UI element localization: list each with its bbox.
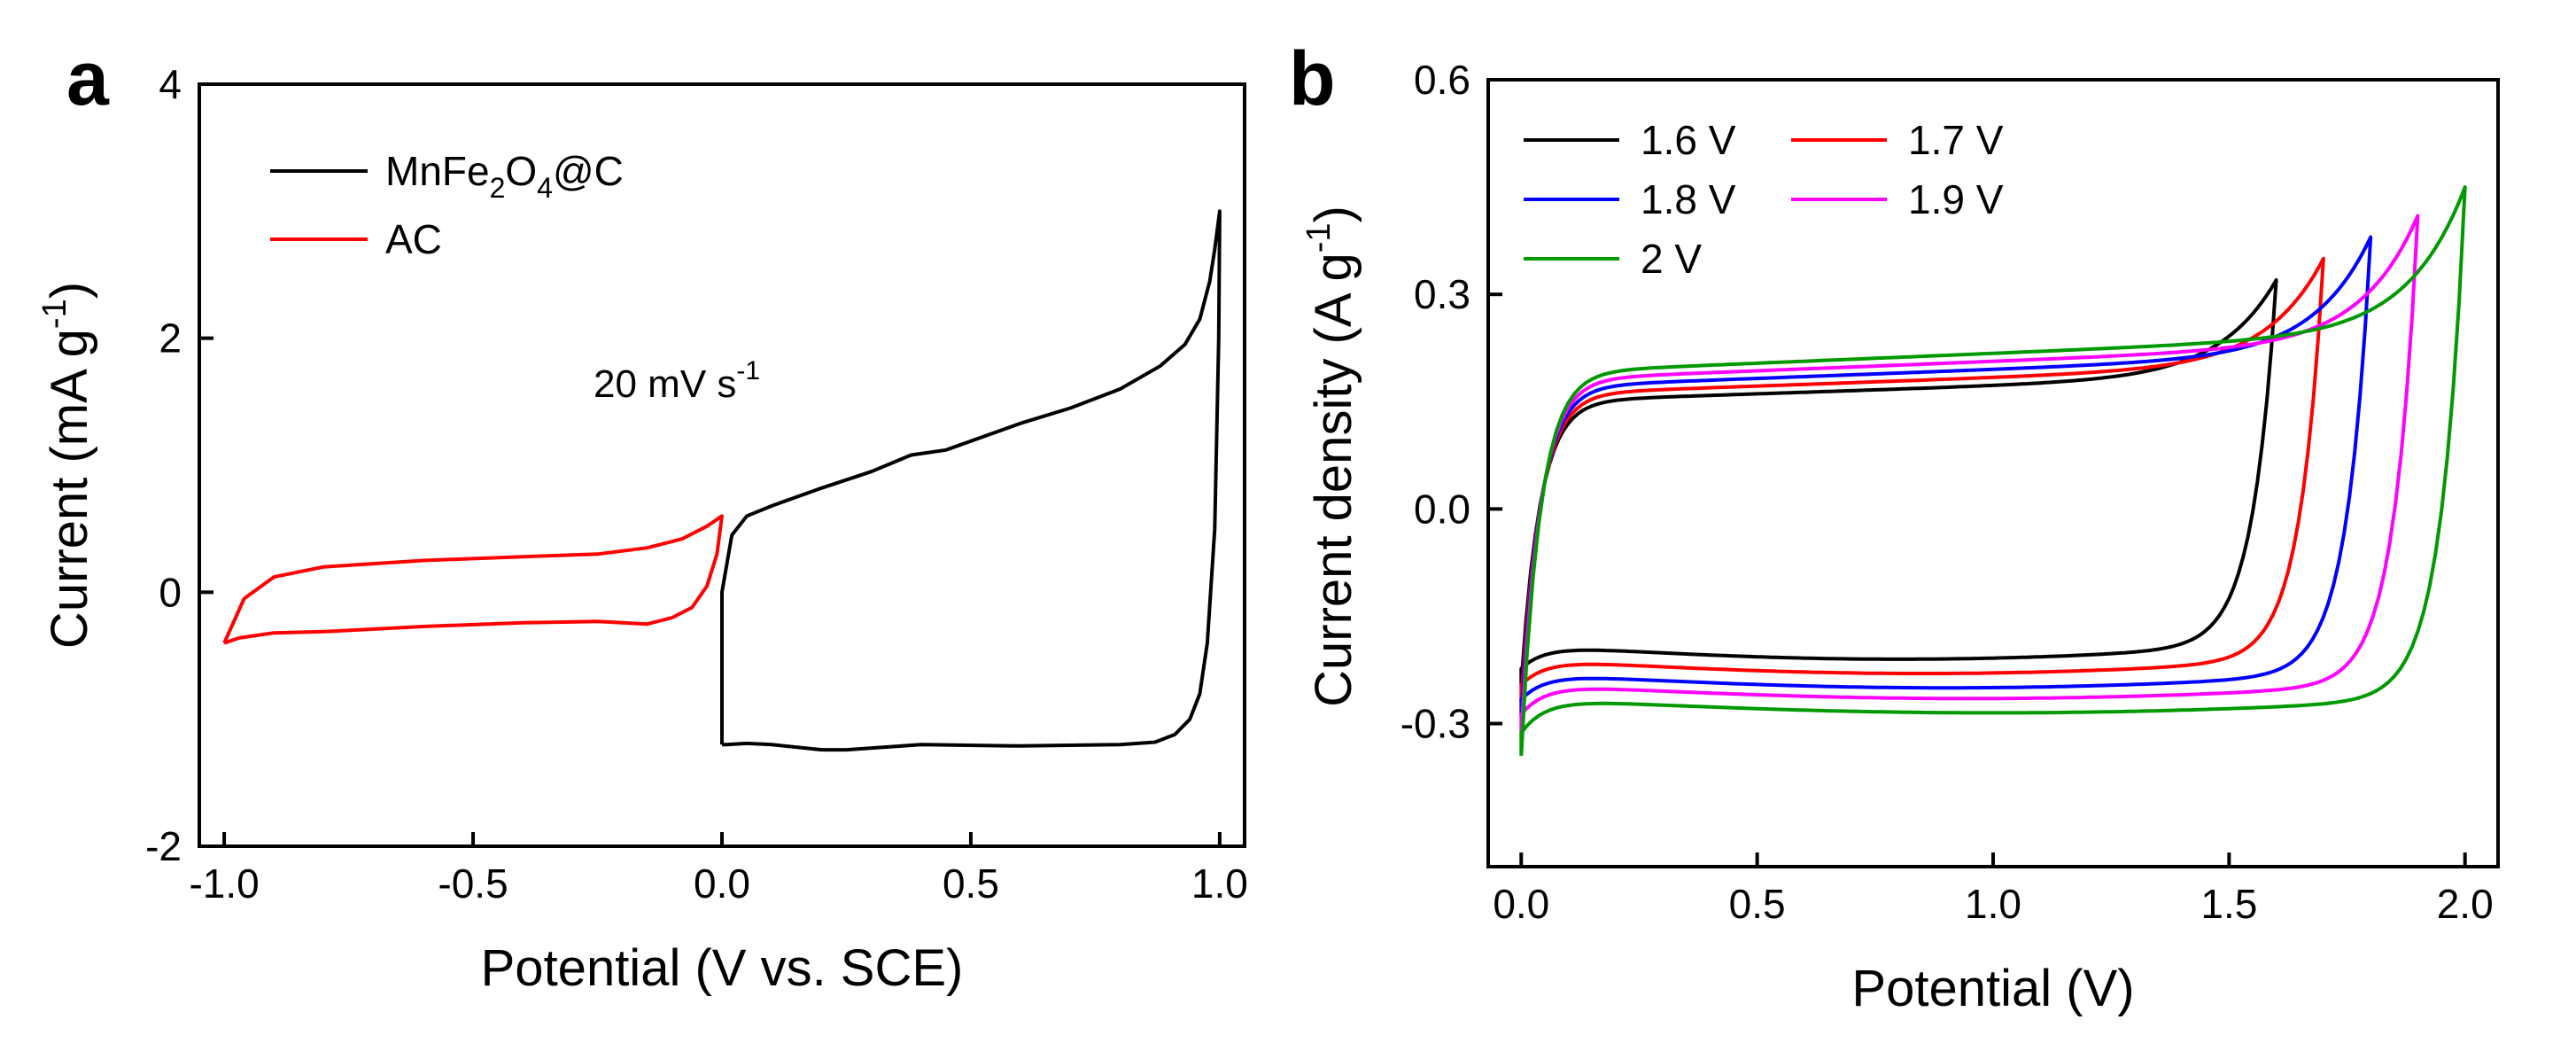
panel-a-x-tick-label: -1.0 (189, 860, 259, 907)
panel-b-series-2-v (1519, 185, 2467, 757)
panel-b-x-tick-label: 0.5 (1729, 881, 1786, 927)
panel-b-series-1-6-v (1519, 278, 2278, 685)
panel-b-chart: b 0.0 0.5 1.0 1.5 2.0 -0.3 0.0 0.3 0.6 Potentia… (1289, 36, 2500, 1017)
panel-a-x-tick-label: 0.0 (694, 860, 750, 907)
panel-b-y-tick-label: -0.3 (1401, 701, 1470, 747)
panel-a-x-axis-label: Potential (V vs. SCE) (481, 939, 964, 997)
panel-a-x-ticks: -1.0 -0.5 0.0 0.5 1.0 (189, 832, 1248, 907)
panel-b-legend: 1.6 V 1.7 V 1.8 V 1.9 V 2 V (1524, 117, 2004, 282)
panel-b-legend-label-1-8v: 1.8 V (1641, 176, 1736, 222)
panel-b-series-1-7-v (1519, 256, 2325, 703)
panel-a-series (222, 209, 1222, 752)
panel-a-label: a (66, 36, 110, 121)
panel-b-legend-label-2v: 2 V (1641, 236, 1702, 282)
panel-b-x-tick-label: 0.0 (1493, 881, 1549, 927)
panel-a-x-tick-label: 1.0 (1191, 860, 1248, 907)
panel-a-y-label-sup: -1 (36, 299, 74, 329)
panel-b-series (1519, 185, 2467, 757)
panel-a-y-tick-label: 4 (159, 61, 182, 107)
panel-b-y-label-main: Current density (A g (1305, 253, 1362, 707)
panel-a-scan-rate-annotation: 20 mV s-1 (594, 356, 760, 406)
panel-b-label: b (1289, 36, 1336, 121)
panel-b-legend-label-1-6v: 1.6 V (1641, 117, 1736, 163)
panel-b-x-axis-label: Potential (V) (1851, 960, 2134, 1017)
panel-a-y-tick-label: 2 (159, 315, 182, 362)
panel-a-series-mnfe2o4-c (720, 209, 1222, 752)
panel-b-y-label-end: ) (1305, 206, 1362, 222)
panel-b-y-label-sup: -1 (1300, 222, 1338, 253)
panel-a-y-tick-label: 0 (159, 569, 182, 615)
panel-a-x-tick-label: 0.5 (943, 860, 999, 907)
panel-b-y-ticks: -0.3 0.0 0.3 0.6 (1401, 57, 1502, 747)
panel-a-y-tick-label: -2 (145, 823, 182, 869)
panel-b-legend-label-1-9v: 1.9 V (1908, 176, 2004, 222)
panel-b-series-1-8-v (1519, 235, 2373, 717)
panel-b-y-tick-label: 0.3 (1414, 271, 1470, 317)
panel-b-series-1-9-v (1519, 214, 2420, 735)
panel-b-y-tick-label: 0.0 (1414, 486, 1470, 532)
panel-a-y-axis-label: Current (mA g-1) (36, 282, 98, 649)
panel-a-legend-label-mnfe2o4c: MnFe2O4@C (385, 148, 624, 204)
panel-a-legend-label-ac: AC (385, 216, 442, 262)
panel-b-x-tick-label: 2.0 (2437, 881, 2494, 927)
panel-a-chart: a -1.0 -0.5 0.0 0.5 1.0 -2 0 2 4 Potential (V v… (36, 36, 1248, 997)
panel-a-series-ac (222, 514, 724, 645)
panel-b-x-tick-label: 1.5 (2200, 881, 2257, 927)
panel-a-x-tick-label: -0.5 (438, 860, 508, 907)
panel-a-y-ticks: -2 0 2 4 (145, 61, 213, 869)
panel-a-legend: MnFe2O4@C AC (270, 148, 624, 262)
panel-a-y-label-main: Current (mA g (41, 329, 98, 649)
panel-b-x-tick-label: 1.0 (1965, 881, 2021, 927)
panel-b-legend-label-1-7v: 1.7 V (1908, 117, 2004, 163)
panel-b-y-axis-label: Current density (A g-1) (1300, 206, 1362, 707)
panel-a-y-label-end: ) (41, 282, 98, 299)
panel-b-y-tick-label: 0.6 (1414, 57, 1470, 103)
panel-b-x-ticks: 0.0 0.5 1.0 1.5 2.0 (1493, 852, 2494, 927)
